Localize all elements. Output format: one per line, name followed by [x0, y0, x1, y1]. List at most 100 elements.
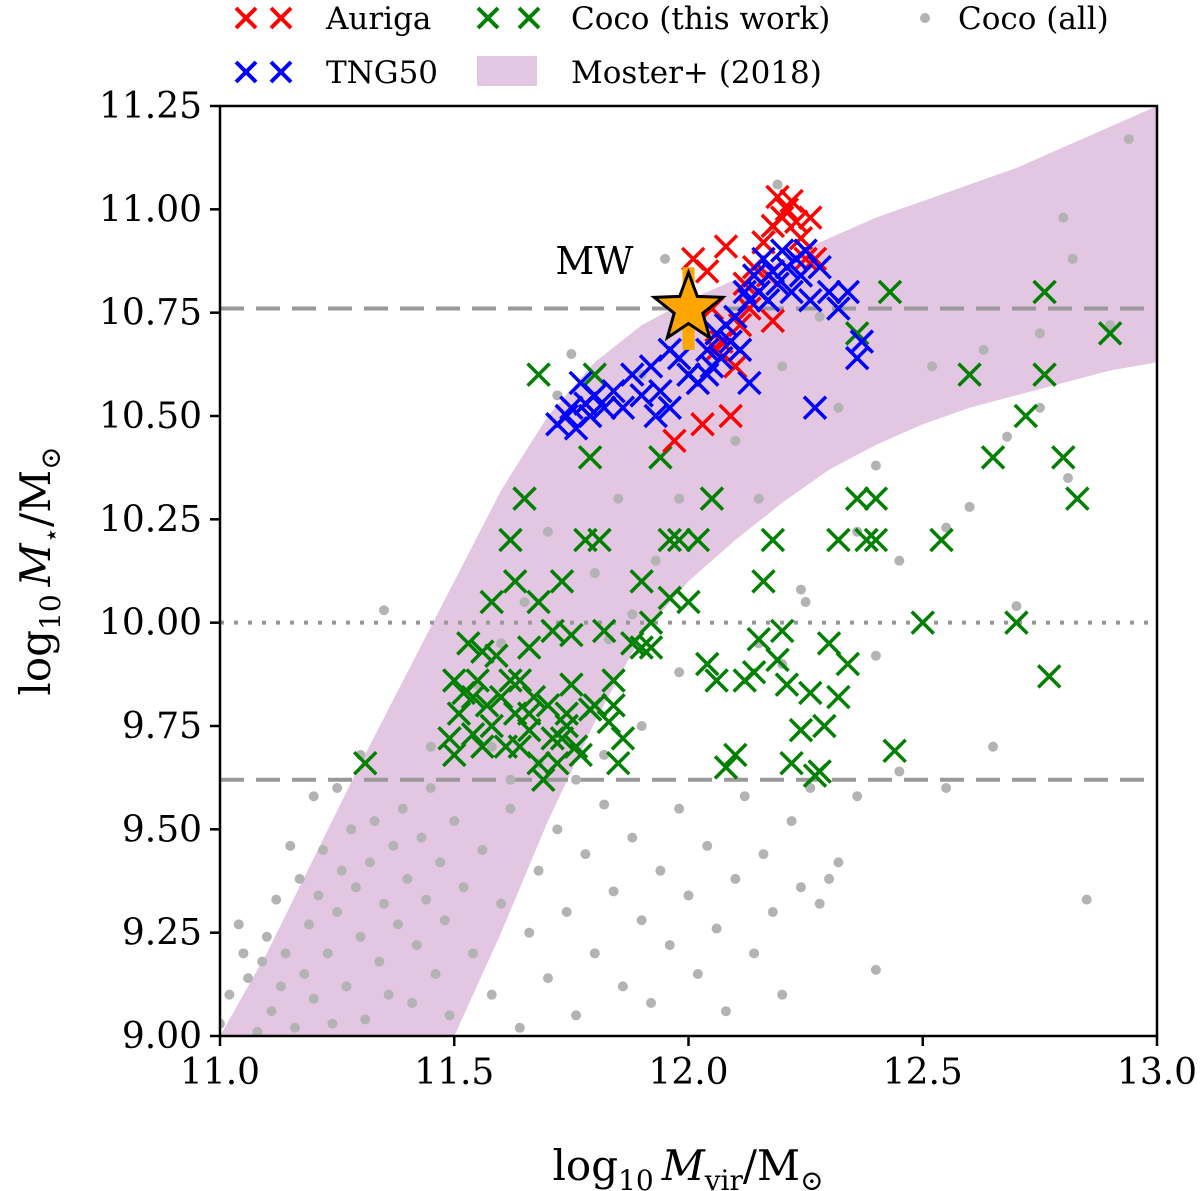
legend-label-auriga: Auriga [325, 1, 431, 37]
point-coco-this-work [516, 635, 542, 660]
point-coco-all [378, 898, 389, 909]
point-tng50 [751, 246, 776, 272]
point-coco-this-work [1004, 610, 1029, 635]
point-coco-this-work [437, 726, 462, 751]
point-coco-all [786, 816, 797, 827]
point-coco-this-work [877, 279, 903, 305]
point-coco-this-work [512, 486, 537, 511]
point-coco-this-work [587, 527, 612, 553]
y-axis-title-varsub: ⋆ [37, 527, 67, 543]
point-coco-all [571, 774, 582, 785]
x-axis-title-varsub: vir [704, 1164, 744, 1191]
point-tng50 [755, 288, 781, 313]
point-coco-all [795, 882, 806, 893]
point-coco-all [674, 493, 685, 504]
point-coco-this-work [779, 750, 804, 776]
point-coco-all [1062, 473, 1073, 483]
x-tick-label: 12.5 [883, 1052, 963, 1093]
point-coco-this-work [465, 668, 490, 693]
point-coco-all [988, 741, 999, 752]
point-coco-this-work [1065, 486, 1090, 511]
point-coco-all [425, 741, 436, 752]
point-coco-all [566, 349, 577, 359]
point-tng50 [844, 345, 870, 371]
point-tng50 [798, 288, 823, 313]
point-coco-this-work [498, 527, 523, 553]
point-coco-this-work [629, 569, 654, 594]
point-auriga [713, 234, 739, 259]
point-coco-all [636, 915, 647, 926]
x-axis-title-sun: ⊙ [800, 1164, 823, 1191]
point-auriga [690, 412, 715, 437]
y-axis-title-prefix: log [11, 630, 60, 696]
x-axis-title: log10 Mvir/M⊙ [552, 1141, 823, 1191]
point-coco-this-work [765, 647, 790, 673]
point-coco-this-work [798, 680, 823, 706]
y-tick-label: 9.00 [122, 1016, 202, 1057]
point-coco-all [627, 609, 638, 620]
point-coco-this-work [526, 362, 551, 387]
legend-label-tng50: TNG50 [326, 55, 438, 91]
point-coco-this-work [929, 527, 954, 553]
data-points [220, 134, 1134, 1036]
point-coco-all [833, 857, 844, 868]
point-coco-this-work [685, 527, 711, 553]
point-coco-all [655, 865, 666, 876]
point-coco-this-work [769, 618, 795, 644]
point-coco-this-work [610, 726, 636, 751]
point-coco-all [308, 993, 319, 1004]
point-coco-all [275, 981, 286, 992]
legend-marker-coco-all [920, 13, 930, 23]
point-coco-all [978, 344, 989, 355]
point-tng50 [657, 395, 682, 420]
point-tng50 [643, 403, 668, 429]
point-coco-this-work [549, 569, 575, 594]
point-coco-all [894, 766, 905, 777]
point-auriga [765, 184, 790, 210]
legend-label-moster-2018: Moster+ (2018) [571, 55, 822, 91]
point-coco-all [519, 597, 530, 607]
legend-marker-auriga [234, 6, 293, 30]
point-coco-this-work [723, 742, 748, 768]
point-tng50 [629, 383, 654, 408]
point-coco-all [1002, 431, 1013, 442]
point-coco-all [870, 460, 881, 471]
point-auriga [760, 308, 786, 334]
point-coco-all [824, 873, 835, 884]
point-coco-all [327, 1018, 338, 1029]
point-auriga [662, 428, 687, 454]
point-coco-this-work [835, 651, 861, 677]
point-coco-this-work [470, 734, 495, 759]
point-coco-this-work [479, 713, 504, 739]
point-coco-this-work [741, 660, 767, 685]
point-coco-this-work [713, 755, 739, 780]
point-tng50 [802, 395, 828, 420]
series-coco-this-work [352, 279, 1123, 792]
point-coco-this-work [442, 668, 467, 693]
point-tng50 [793, 238, 818, 263]
y-tick-label: 11.00 [99, 189, 202, 230]
point-coco-all [753, 493, 764, 504]
point-coco-this-work [802, 763, 828, 788]
point-coco-all [894, 555, 905, 566]
point-coco-this-work [577, 697, 603, 722]
point-coco-all [378, 605, 389, 616]
point-coco-this-work [638, 635, 664, 660]
point-coco-all [430, 969, 441, 979]
y-ticks: 9.00 9.25 9.50 9.75 10.00 10.25 10.50 10.75 11.0… [99, 86, 220, 1057]
point-tng50 [559, 395, 584, 420]
point-coco-all [660, 253, 671, 264]
point-coco-all [477, 845, 488, 855]
point-coco-all [435, 857, 446, 868]
legend-entry-auriga: Auriga [234, 1, 431, 37]
point-coco-this-work [1051, 445, 1076, 470]
point-coco-all [505, 803, 516, 814]
point-coco-all [346, 824, 357, 835]
point-coco-this-work [676, 589, 701, 615]
point-coco-all [580, 849, 591, 860]
point-coco-all [238, 948, 249, 959]
point-coco-all [800, 597, 811, 607]
point-coco-all [233, 919, 244, 930]
point-coco-this-work [498, 668, 523, 693]
point-coco-all [402, 873, 413, 884]
